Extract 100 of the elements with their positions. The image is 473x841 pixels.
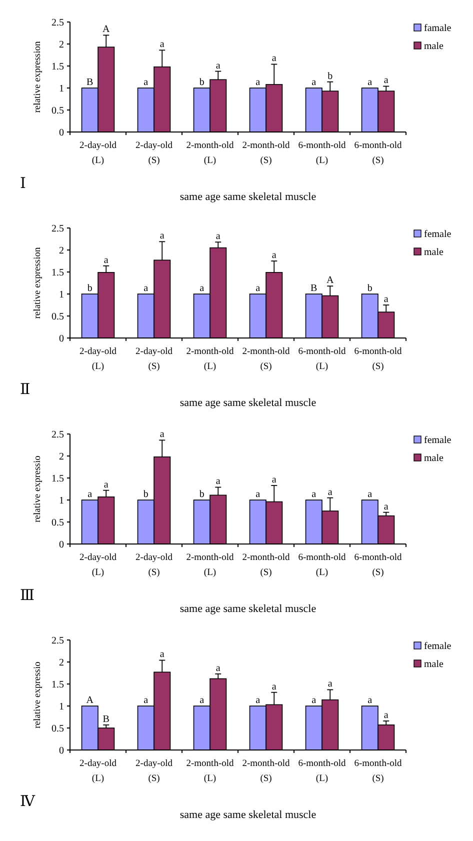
y-tick-label: 2.5 [52,224,64,234]
data-label: a [272,250,277,261]
data-label: a [312,77,317,88]
legend-label: famale [424,23,452,34]
data-label: b [143,489,148,500]
data-label: b [87,283,92,294]
y-tick-label: 0.5 [52,518,64,528]
x-tick-label: 2-day-old (L) [80,347,117,372]
x-tick-label: 6-month-old (S) [354,553,402,578]
y-tick-label: 0 [59,334,64,344]
data-label: A [86,695,94,706]
data-label: a [88,489,93,500]
data-label: a [144,77,149,88]
data-label: a [200,695,205,706]
legend-label: female [424,229,452,240]
x-tick-label: 2-day-old (S) [136,553,173,578]
y-tick-label: 0 [59,540,64,550]
legend-label: male [424,247,444,258]
data-label: b [367,283,372,294]
y-tick-label: 1 [59,702,64,712]
x-tick-label: 6-month-old (L) [298,347,346,372]
data-label: b [328,70,333,82]
data-label: b [199,77,204,88]
legend-label: female [424,435,452,446]
data-label: A [102,24,111,36]
y-tick-label: 1 [59,84,64,94]
x-tick-label: 2-month-old (S) [242,347,290,372]
x-tick-label: 6-month-old (L) [298,553,346,578]
y-tick-label: 1.5 [52,268,64,278]
x-axis-title: same age same skeletal muscle [180,603,316,615]
text: Ⅳ [20,794,36,810]
data-label: b [199,489,204,500]
x-tick-label: 2-month-old (L) [186,347,234,372]
y-tick-label: 1.5 [52,474,64,484]
data-label: a [216,60,221,72]
y-axis-title: relative expressio [33,661,43,728]
y-tick-label: 2 [59,658,64,668]
data-label: a [144,695,149,706]
data-label: a [312,695,317,706]
data-label: a [144,283,149,294]
data-label: B [310,283,318,294]
x-tick-label: 2-day-old (S) [136,759,173,784]
data-label: a [328,678,333,690]
data-label: a [272,53,277,64]
data-label: a [200,283,205,294]
x-tick-label: 2-day-old (L) [80,141,117,166]
data-label: a [256,695,261,706]
legend-label: female [424,641,452,652]
x-tick-label: 2-day-old (L) [80,553,117,578]
x-tick-label: 2-month-old (S) [242,759,290,784]
y-tick-label: 2 [59,246,64,256]
data-label: a [328,486,333,498]
x-tick-label: 2-day-old (S) [136,347,173,372]
y-tick-label: 0 [59,746,64,756]
x-tick-label: 2-day-old (S) [136,141,173,166]
data-label: a [368,489,373,500]
data-label: a [256,489,261,500]
data-label: a [272,474,277,486]
text: Ⅲ [20,588,34,604]
text: Ⅱ [20,382,30,398]
data-label: a [384,501,389,512]
y-axis-title: relative expression [33,41,43,113]
y-axis-title: relative expressio [33,455,43,522]
x-tick-label: 6-month-old (S) [354,759,402,784]
data-label: a [216,231,221,242]
data-label: a [160,230,165,242]
y-tick-label: 1.5 [52,680,64,690]
data-label: a [160,39,165,50]
y-tick-label: 2 [59,452,64,462]
y-axis-title: relative expression [33,247,43,319]
y-tick-label: 2.5 [52,430,64,440]
legend-label: male [424,659,444,670]
x-tick-label: 2-month-old (S) [242,553,290,578]
data-label: a [368,77,373,88]
y-tick-label: 0.5 [52,106,64,116]
data-label: a [256,77,261,88]
data-label: B [86,77,94,88]
data-label: a [384,710,389,721]
data-label: a [216,662,221,674]
x-tick-label: 2-month-old (L) [186,553,234,578]
y-tick-label: 1 [59,290,64,300]
y-tick-label: 2 [59,40,64,50]
x-tick-label: 2-month-old (S) [242,141,290,166]
x-tick-label: 2-month-old (L) [186,759,234,784]
x-axis-title: same age same skeletal muscle [180,397,316,409]
data-label: A [326,275,335,286]
x-tick-label: 6-month-old (L) [298,759,346,784]
data-label: B [102,714,110,725]
x-tick-label: 6-month-old (S) [354,347,402,372]
data-label: a [256,283,261,294]
data-label: a [384,75,389,86]
data-label: a [216,476,221,488]
y-tick-label: 2.5 [52,18,64,28]
data-label: a [312,489,317,500]
x-tick-label: 6-month-old (L) [298,141,346,166]
y-tick-label: 0.5 [52,724,64,734]
data-label: a [384,294,389,305]
x-axis-title: same age same skeletal muscle [180,809,316,821]
legend-label: male [424,41,444,52]
text: Ⅰ [20,176,26,192]
